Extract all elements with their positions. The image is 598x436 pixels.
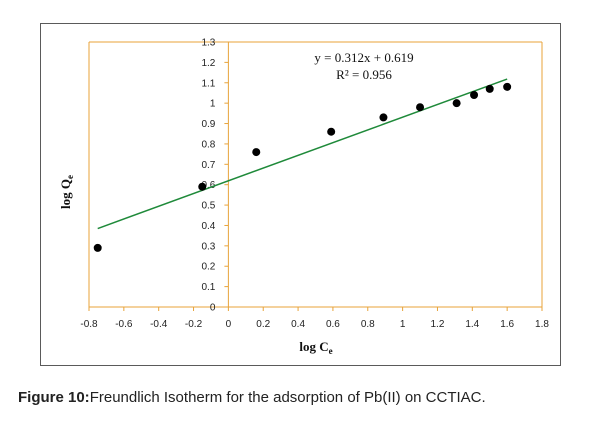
y-axis-ticks: 0 0.1 0.2 0.3 0.4 0.5 0.6 0.7 0.8 0.9 1 1.1 1.2 1.3 (201, 38, 229, 314)
x-tick-label: -0.2 (185, 319, 203, 330)
y-tick-label: 1.2 (201, 58, 215, 69)
x-tick-label: 1 (400, 319, 406, 330)
y-tick-label: 0.8 (201, 139, 215, 150)
data-point (485, 84, 494, 93)
x-tick-label: 0.6 (326, 319, 340, 330)
r-squared-label: R² = 0.956 (336, 67, 392, 82)
x-tick-label: 1.6 (500, 319, 514, 330)
x-axis-title-subscript: e (329, 346, 333, 356)
y-tick-label: 1 (210, 99, 216, 110)
data-point (198, 182, 207, 191)
x-tick-label: -0.4 (150, 319, 168, 330)
data-point (252, 148, 261, 157)
x-axis-title: log Ce (299, 339, 332, 356)
y-tick-label: 0 (210, 303, 216, 314)
y-axis-title-main: log Q (58, 179, 73, 209)
axes (88, 41, 543, 308)
y-tick-label: 0.9 (201, 119, 215, 130)
x-axis-title-main: log C (299, 339, 328, 354)
data-point (503, 82, 512, 91)
x-tick-label: 0 (226, 319, 232, 330)
data-point (93, 243, 102, 252)
y-tick-label: 0.5 (201, 201, 215, 212)
x-tick-label: 0.4 (291, 319, 305, 330)
data-point (327, 127, 336, 136)
x-tick-label: 0.8 (361, 319, 375, 330)
y-axis-title-subscript: e (65, 175, 75, 179)
y-tick-label: 1.3 (201, 38, 215, 49)
chart-frame: -0.8 -0.6 -0.4 -0.2 0 0.2 0.4 0.6 0.8 1 1.2 1.4 1.6 1… (40, 23, 561, 366)
y-tick-label: 0.3 (201, 241, 215, 252)
trendline-group (97, 78, 508, 230)
data-point (379, 113, 388, 122)
y-tick-label: 0.7 (201, 160, 215, 171)
data-points (93, 82, 512, 252)
figure-label: Figure 10: (18, 389, 90, 406)
y-tick-label: 0.1 (201, 282, 215, 293)
y-tick-label: 1.1 (201, 78, 215, 89)
trendline-equation: y = 0.312x + 0.619 (314, 50, 413, 65)
y-tick-label: 0.6 (201, 180, 215, 191)
x-tick-label: 1.2 (431, 319, 445, 330)
x-tick-label: -0.8 (80, 319, 98, 330)
x-tick-label: 1.4 (465, 319, 479, 330)
x-tick-label: 1.8 (535, 319, 549, 330)
x-tick-label: 0.2 (256, 319, 270, 330)
y-axis-title: log Qe (58, 175, 75, 209)
y-tick-label: 0.4 (201, 221, 215, 232)
x-tick-label: -0.6 (115, 319, 133, 330)
y-tick-label: 0.2 (201, 262, 215, 273)
figure-caption-text: Freundlich Isotherm for the adsorption o… (89, 389, 486, 406)
figure-caption: Figure 10:Freundlich Isotherm for the ad… (18, 387, 583, 409)
data-point (452, 99, 461, 108)
freundlich-scatter-chart: -0.8 -0.6 -0.4 -0.2 0 0.2 0.4 0.6 0.8 1 1.2 1.4 1.6 1… (58, 38, 549, 357)
x-axis-ticks: -0.8 -0.6 -0.4 -0.2 0 0.2 0.4 0.6 0.8 1 1.2 1.4 1.6 1… (80, 307, 549, 330)
linear-trendline (97, 78, 508, 230)
data-point (416, 103, 425, 112)
data-point (470, 91, 479, 99)
